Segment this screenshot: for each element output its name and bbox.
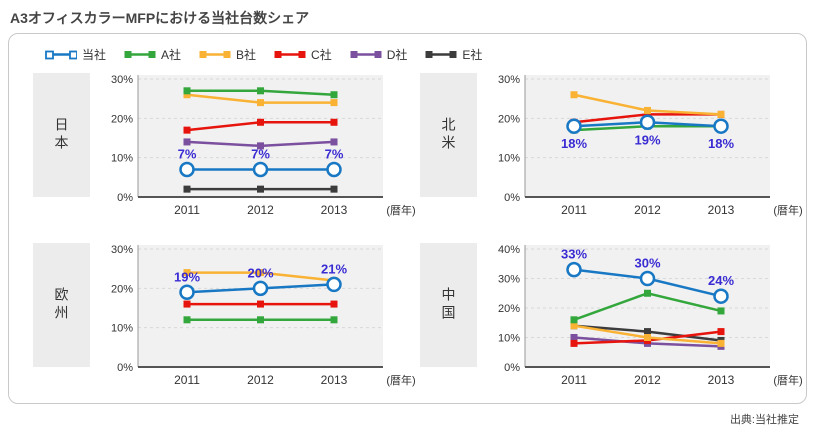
svg-text:10%: 10% — [111, 153, 133, 165]
svg-text:2012: 2012 — [634, 373, 661, 387]
legend: 当社 A社 B社 C社 D社 E社 — [45, 46, 802, 63]
legend-marker-icon — [350, 51, 382, 58]
svg-text:30%: 30% — [111, 244, 133, 256]
chart-north-america: 北米 0% 10% 20% 30% 2011 2012 2013 (暦年) 18% 19% 18% — [420, 69, 807, 221]
legend-marker-icon — [425, 51, 457, 58]
svg-text:33%: 33% — [561, 247, 587, 262]
svg-text:2012: 2012 — [247, 203, 274, 217]
charts-grid: 日本 0% 10% 20% 30% 2011 2012 2013 (暦年) 7% 7% 7% 北米 0% 1… — [33, 69, 803, 391]
legend-marker-icon — [45, 50, 77, 60]
svg-text:10%: 10% — [111, 323, 133, 335]
svg-text:(暦年): (暦年) — [773, 373, 802, 387]
svg-text:2013: 2013 — [321, 373, 348, 387]
chart-china: 中国 0% 10% 20% 30% 40% 2011 2012 2013 (暦年) 33% 30% 24… — [420, 239, 807, 391]
svg-text:18%: 18% — [561, 136, 587, 151]
svg-text:2012: 2012 — [247, 373, 274, 387]
svg-text:30%: 30% — [111, 74, 133, 86]
svg-text:(暦年): (暦年) — [386, 373, 415, 387]
svg-text:2013: 2013 — [321, 203, 348, 217]
plot-japan: 0% 10% 20% 30% 2011 2012 2013 (暦年) 7% 7% 7% — [111, 74, 416, 217]
svg-text:2012: 2012 — [634, 203, 661, 217]
chart-europe: 欧州 0% 10% 20% 30% 2011 2012 2013 (暦年) 19% 20% 21% — [33, 239, 420, 391]
legend-item-5: E社 — [425, 46, 482, 63]
svg-text:(暦年): (暦年) — [773, 203, 802, 217]
legend-item-0: 当社 — [45, 46, 106, 63]
svg-text:0%: 0% — [504, 362, 520, 374]
legend-marker-icon — [274, 51, 306, 58]
legend-label: A社 — [161, 48, 182, 62]
svg-text:20%: 20% — [247, 265, 273, 280]
chart-panel: 当社 A社 B社 C社 D社 E社 日本 0% 10% 20% 30% 2011 2012 2013 (暦… — [8, 33, 807, 404]
svg-text:7%: 7% — [251, 146, 270, 161]
legend-label: D社 — [386, 48, 408, 62]
svg-text:(暦年): (暦年) — [386, 203, 415, 217]
svg-text:18%: 18% — [708, 136, 734, 151]
svg-text:2011: 2011 — [174, 373, 200, 387]
plot-china: 0% 10% 20% 30% 40% 2011 2012 2013 (暦年) 33% 30% 24% — [498, 244, 803, 387]
chart-japan: 日本 0% 10% 20% 30% 2011 2012 2013 (暦年) 7% 7% 7% — [33, 69, 420, 221]
svg-text:0%: 0% — [117, 192, 133, 204]
legend-marker-icon — [124, 51, 156, 58]
svg-text:19%: 19% — [634, 132, 660, 147]
svg-text:2011: 2011 — [561, 203, 587, 217]
page-title: A3オフィスカラーMFPにおける当社台数シェア — [10, 10, 310, 26]
region-label-europe: 欧州 — [33, 243, 90, 367]
region-label-north-america: 北米 — [420, 73, 477, 197]
plot-north-america: 0% 10% 20% 30% 2011 2012 2013 (暦年) 18% 19% 18% — [498, 74, 803, 217]
source-note: 出典:当社推定 — [729, 414, 799, 426]
legend-item-3: C社 — [274, 46, 332, 63]
svg-text:7%: 7% — [325, 146, 344, 161]
legend-item-4: D社 — [350, 46, 408, 63]
legend-label: B社 — [236, 48, 257, 62]
region-label-china: 中国 — [420, 243, 477, 367]
legend-marker-icon — [199, 51, 231, 58]
svg-text:2011: 2011 — [174, 203, 200, 217]
legend-label: 当社 — [82, 48, 107, 62]
svg-text:10%: 10% — [498, 333, 520, 345]
svg-text:30%: 30% — [498, 274, 520, 286]
svg-text:2013: 2013 — [708, 373, 735, 387]
svg-text:21%: 21% — [321, 261, 347, 276]
svg-text:20%: 20% — [111, 113, 133, 125]
svg-text:24%: 24% — [708, 273, 734, 288]
legend-label: C社 — [311, 48, 332, 62]
svg-text:0%: 0% — [117, 362, 133, 374]
svg-text:7%: 7% — [178, 146, 197, 161]
region-label-japan: 日本 — [33, 73, 90, 197]
svg-text:10%: 10% — [498, 153, 520, 165]
svg-text:2011: 2011 — [561, 373, 587, 387]
svg-text:19%: 19% — [174, 269, 200, 284]
svg-text:20%: 20% — [111, 283, 133, 295]
svg-text:20%: 20% — [498, 303, 520, 315]
svg-text:2013: 2013 — [708, 203, 735, 217]
svg-text:0%: 0% — [504, 192, 520, 204]
legend-label: E社 — [462, 48, 483, 62]
svg-text:20%: 20% — [498, 113, 520, 125]
svg-text:30%: 30% — [634, 256, 660, 271]
legend-item-1: A社 — [124, 46, 181, 63]
legend-item-2: B社 — [199, 46, 256, 63]
svg-text:40%: 40% — [498, 244, 520, 256]
svg-text:30%: 30% — [498, 74, 520, 86]
plot-europe: 0% 10% 20% 30% 2011 2012 2013 (暦年) 19% 20% 21% — [111, 244, 416, 387]
